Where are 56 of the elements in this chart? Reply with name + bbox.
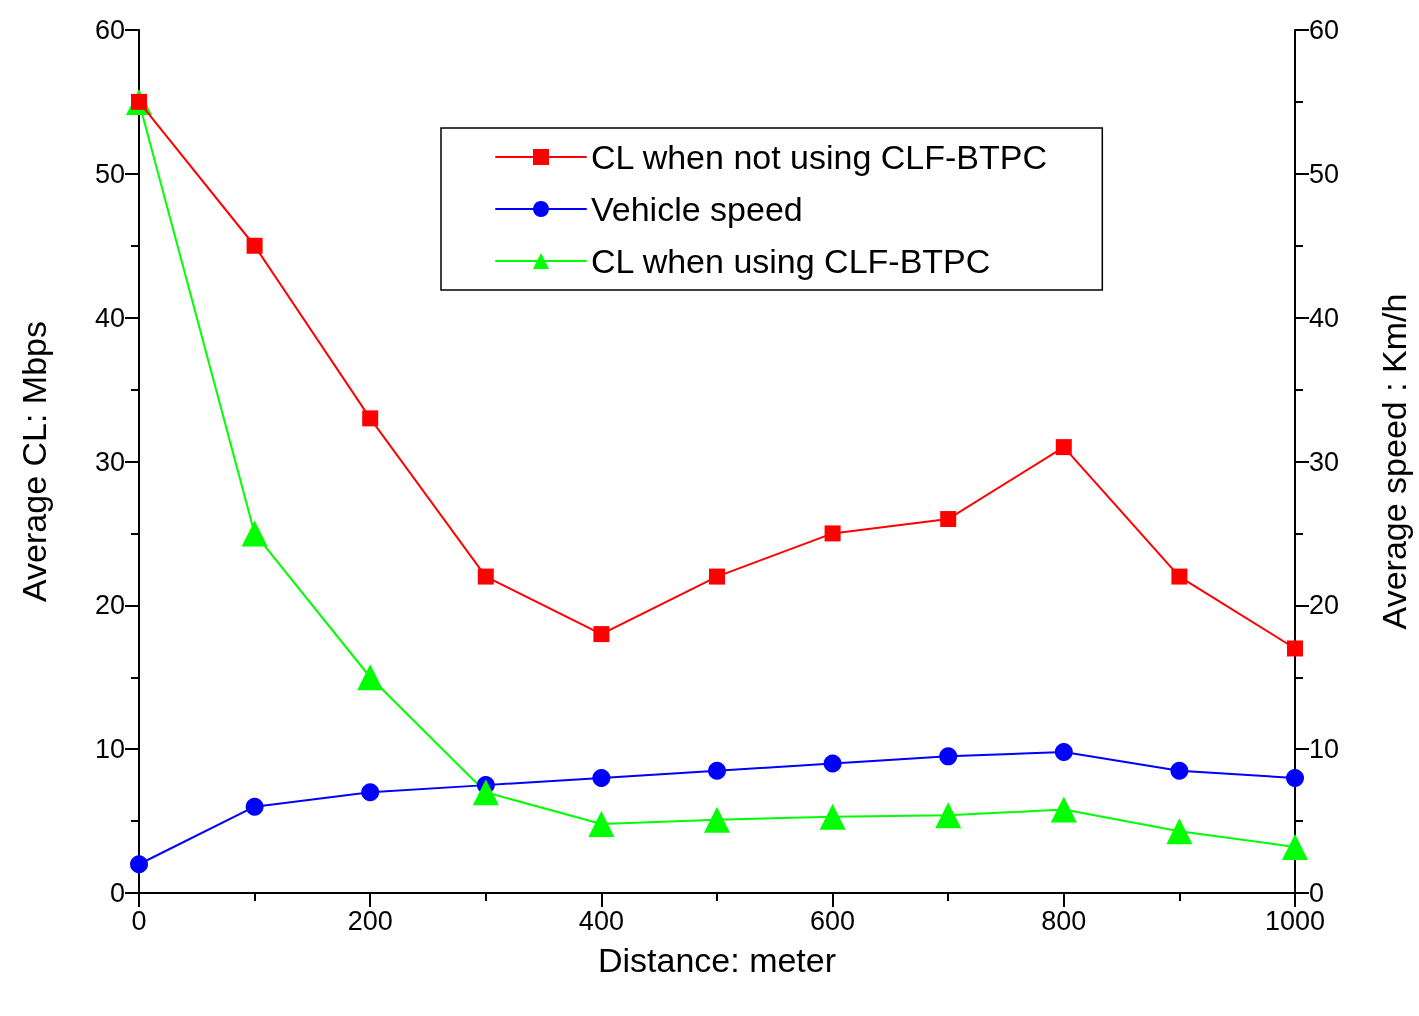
x-axis-title: Distance: meter [597, 941, 837, 979]
point [357, 664, 384, 691]
x-tick-label: 600 [810, 905, 856, 936]
y2-tick-label: 0 [1309, 878, 1325, 908]
point [361, 783, 380, 802]
point [246, 237, 263, 254]
x-tick-label: 1000 [1264, 905, 1326, 936]
point [1282, 833, 1308, 860]
legend-label: CL when using CLF-BTPC [591, 242, 991, 280]
point [819, 803, 846, 830]
y-tick-label: 60 [94, 15, 125, 45]
y2-tick-label: 60 [1309, 15, 1340, 45]
y-tick-label: 0 [109, 878, 125, 908]
point [824, 525, 841, 542]
point [1050, 796, 1077, 823]
point [130, 855, 148, 874]
point [245, 797, 264, 816]
y2-tick-label: 20 [1309, 590, 1340, 621]
x-tick-label: 0 [131, 905, 147, 936]
x-tick-label: 200 [347, 905, 393, 936]
point [939, 747, 958, 766]
y2-tick-label: 40 [1309, 302, 1340, 333]
point [935, 802, 962, 829]
point [940, 511, 957, 528]
point [241, 520, 268, 547]
x-tick-label: 400 [578, 905, 624, 936]
point [709, 568, 725, 585]
point [1171, 568, 1188, 585]
point [1054, 743, 1073, 762]
y2-tick-label: 30 [1309, 446, 1340, 477]
point [823, 754, 842, 773]
point [708, 761, 726, 780]
y-tick-label: 50 [94, 158, 125, 189]
point [1286, 768, 1304, 787]
y-tick-label: 20 [94, 590, 125, 621]
point [704, 806, 730, 833]
point [593, 626, 610, 643]
point [588, 810, 615, 837]
legend-label: CL when not using CLF-BTPC [591, 138, 1048, 176]
point [472, 779, 499, 806]
point [362, 410, 379, 427]
x-tick-label: 800 [1041, 905, 1087, 936]
point [1170, 761, 1189, 780]
legend-label: Vehicle speed [591, 190, 803, 228]
y2-tick-label: 50 [1309, 158, 1340, 189]
y2-tick-label: 10 [1309, 734, 1340, 765]
y-tick-label: 10 [94, 734, 125, 765]
y-tick-label: 30 [94, 446, 125, 477]
y-axis-title: Average CL: Mbps [15, 321, 53, 602]
point [592, 768, 611, 787]
point [477, 568, 494, 585]
y-tick-label: 40 [94, 302, 125, 333]
point [1287, 640, 1303, 657]
point [1166, 818, 1193, 845]
y2-axis-title: Average speed : Km/h [1375, 293, 1413, 630]
point [1055, 439, 1072, 456]
